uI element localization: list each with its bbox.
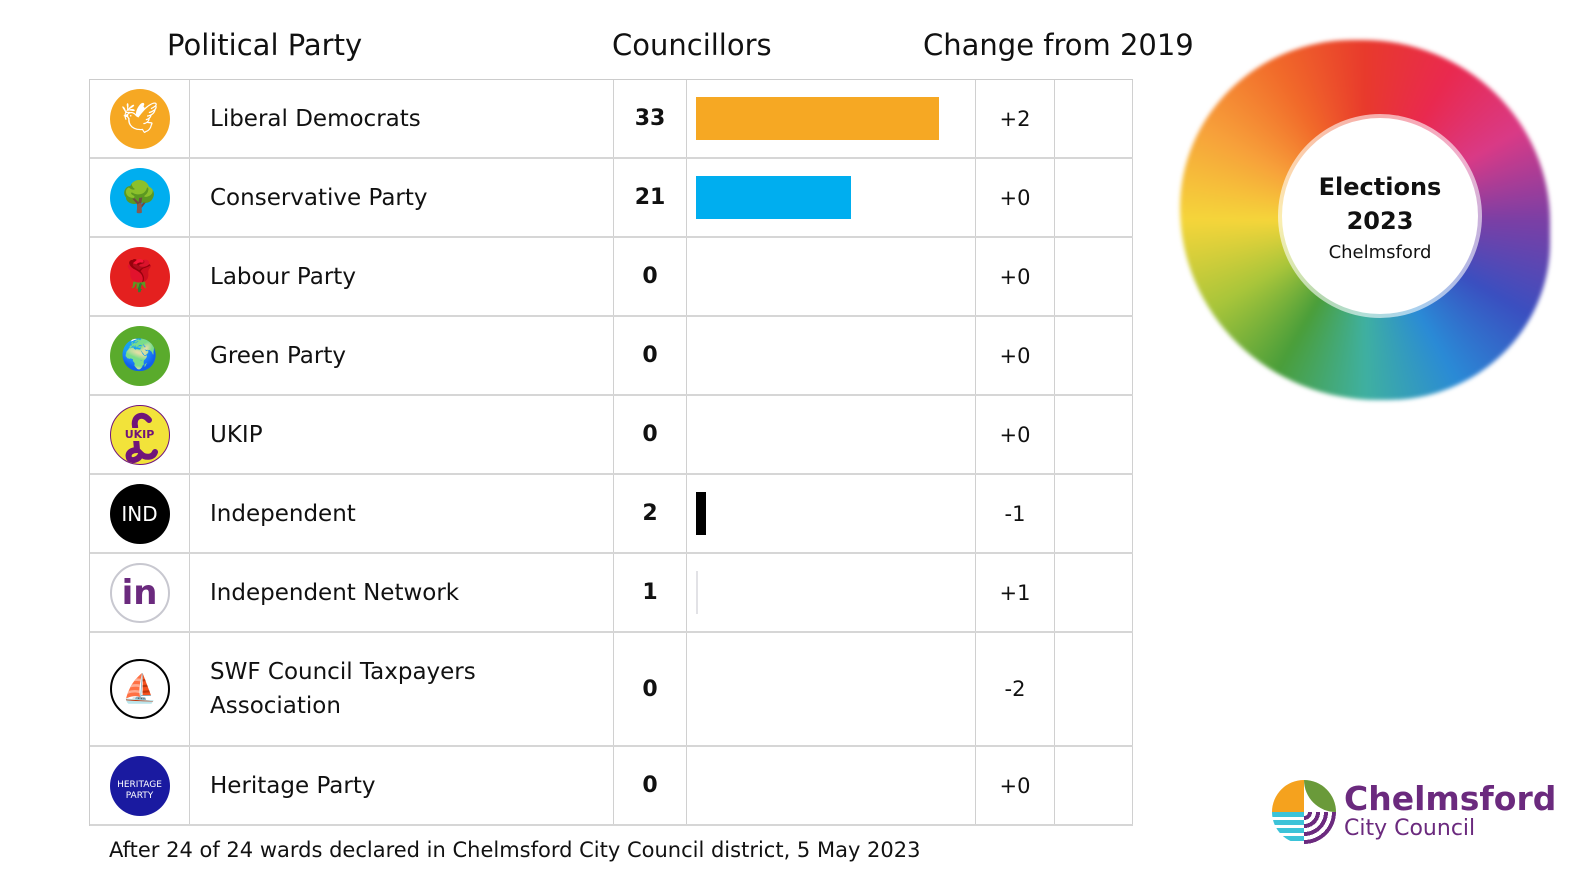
councillor-count: 0 [614, 396, 687, 473]
council-logo: Chelmsford City Council [1272, 780, 1556, 844]
sailboat-icon: ⛵ [109, 659, 170, 719]
change-value: +1 [976, 554, 1055, 631]
bar-cell [687, 396, 976, 473]
bar-cell [687, 554, 976, 631]
logo-text: IND [121, 501, 158, 526]
in-icon: in [109, 562, 170, 623]
logo-text: UKIP [122, 428, 157, 441]
councillor-count: 0 [614, 238, 687, 315]
bar-cell [687, 317, 976, 394]
heritage-icon: HERITAGE PARTY [109, 755, 170, 816]
header-councillors: Councillors [612, 28, 772, 62]
councillor-count: 0 [614, 317, 687, 394]
party-name: UKIP [190, 396, 614, 473]
councillor-bar [696, 492, 706, 535]
change-value: -2 [976, 633, 1055, 745]
logo-cell: 🌍 [90, 317, 190, 394]
logo-cell: 🕊 [90, 80, 190, 157]
footer-note: After 24 of 24 wards declared in Chelmsf… [109, 838, 921, 862]
councillor-count: 0 [614, 747, 687, 824]
change-value: +0 [976, 747, 1055, 824]
party-name: Independent Network [190, 554, 614, 631]
bar-cell [687, 747, 976, 824]
table-row: IND Independent 2 -1 [90, 475, 1133, 554]
change-value: +0 [976, 317, 1055, 394]
logo-cell: HERITAGE PARTY [90, 747, 190, 824]
header-change: Change from 2019 [923, 28, 1194, 62]
bar-cell [687, 475, 976, 552]
bird-of-liberty-icon: 🕊 [109, 88, 170, 149]
empty-cell [1055, 747, 1133, 824]
globe-icon: 🌍 [109, 325, 170, 386]
logo-cell: 🌳 [90, 159, 190, 236]
rose-icon: 🌹 [109, 246, 170, 307]
empty-cell [1055, 475, 1133, 552]
elections-badge: Elections 2023 Chelmsford [1170, 10, 1560, 410]
logo-cell: 🌹 [90, 238, 190, 315]
logo-cell: UKIP [90, 396, 190, 473]
badge-circle: Elections 2023 Chelmsford [1282, 118, 1478, 314]
badge-year: 2023 [1346, 206, 1414, 235]
councillor-bar [696, 176, 851, 219]
bar-cell [687, 80, 976, 157]
table-row: ⛵ SWF Council Taxpayers Association 0 -2 [90, 633, 1133, 747]
bar-cell [687, 633, 976, 745]
empty-cell [1055, 238, 1133, 315]
change-value: -1 [976, 475, 1055, 552]
change-value: +0 [976, 159, 1055, 236]
change-value: +2 [976, 80, 1055, 157]
council-emblem-icon [1272, 780, 1336, 844]
change-value: +0 [976, 396, 1055, 473]
empty-cell [1055, 633, 1133, 745]
ind-icon: IND [109, 483, 170, 544]
results-table: 🕊 Liberal Democrats 33 +2 🌳 Conservative Part… [89, 79, 1133, 826]
councillor-bar [696, 571, 698, 614]
logo-text: HERITAGE PARTY [117, 779, 162, 801]
councillor-bar [696, 97, 939, 140]
party-name: Green Party [190, 317, 614, 394]
change-value: +0 [976, 238, 1055, 315]
councillor-count: 1 [614, 554, 687, 631]
party-name: SWF Council Taxpayers Association [190, 633, 614, 745]
party-name: Labour Party [190, 238, 614, 315]
badge-place: Chelmsford [1328, 241, 1432, 263]
councillor-count: 0 [614, 633, 687, 745]
table-row: 🌹 Labour Party 0 +0 [90, 238, 1133, 317]
pound-sign-icon: UKIP [109, 404, 170, 465]
bar-cell [687, 159, 976, 236]
table-row: 🕊 Liberal Democrats 33 +2 [90, 80, 1133, 159]
councillor-count: 33 [614, 80, 687, 157]
councillor-count: 2 [614, 475, 687, 552]
party-name: Conservative Party [190, 159, 614, 236]
badge-title: Elections [1318, 172, 1442, 201]
logo-cell: ⛵ [90, 633, 190, 745]
logo-cell: IND [90, 475, 190, 552]
party-name: Liberal Democrats [190, 80, 614, 157]
empty-cell [1055, 554, 1133, 631]
empty-cell [1055, 317, 1133, 394]
table-row: HERITAGE PARTY Heritage Party 0 +0 [90, 747, 1133, 826]
council-logo-name: Chelmsford [1344, 779, 1557, 818]
table-row: in Independent Network 1 +1 [90, 554, 1133, 633]
logo-cell: in [90, 554, 190, 631]
tree-icon: 🌳 [109, 167, 170, 228]
bar-cell [687, 238, 976, 315]
party-name: Independent [190, 475, 614, 552]
party-name: Heritage Party [190, 747, 614, 824]
empty-cell [1055, 159, 1133, 236]
councillor-count: 21 [614, 159, 687, 236]
table-row: 🌳 Conservative Party 21 +0 [90, 159, 1133, 238]
empty-cell [1055, 396, 1133, 473]
pound-shape [125, 412, 158, 463]
table-row: UKIP UKIP 0 +0 [90, 396, 1133, 475]
header-political-party: Political Party [167, 28, 363, 62]
council-logo-sub: City Council [1344, 816, 1476, 841]
empty-cell [1055, 80, 1133, 157]
table-row: 🌍 Green Party 0 +0 [90, 317, 1133, 396]
